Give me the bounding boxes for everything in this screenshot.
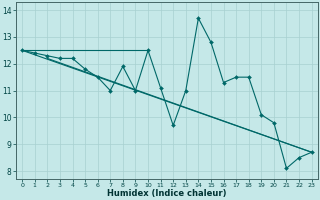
X-axis label: Humidex (Indice chaleur): Humidex (Indice chaleur) — [107, 189, 227, 198]
